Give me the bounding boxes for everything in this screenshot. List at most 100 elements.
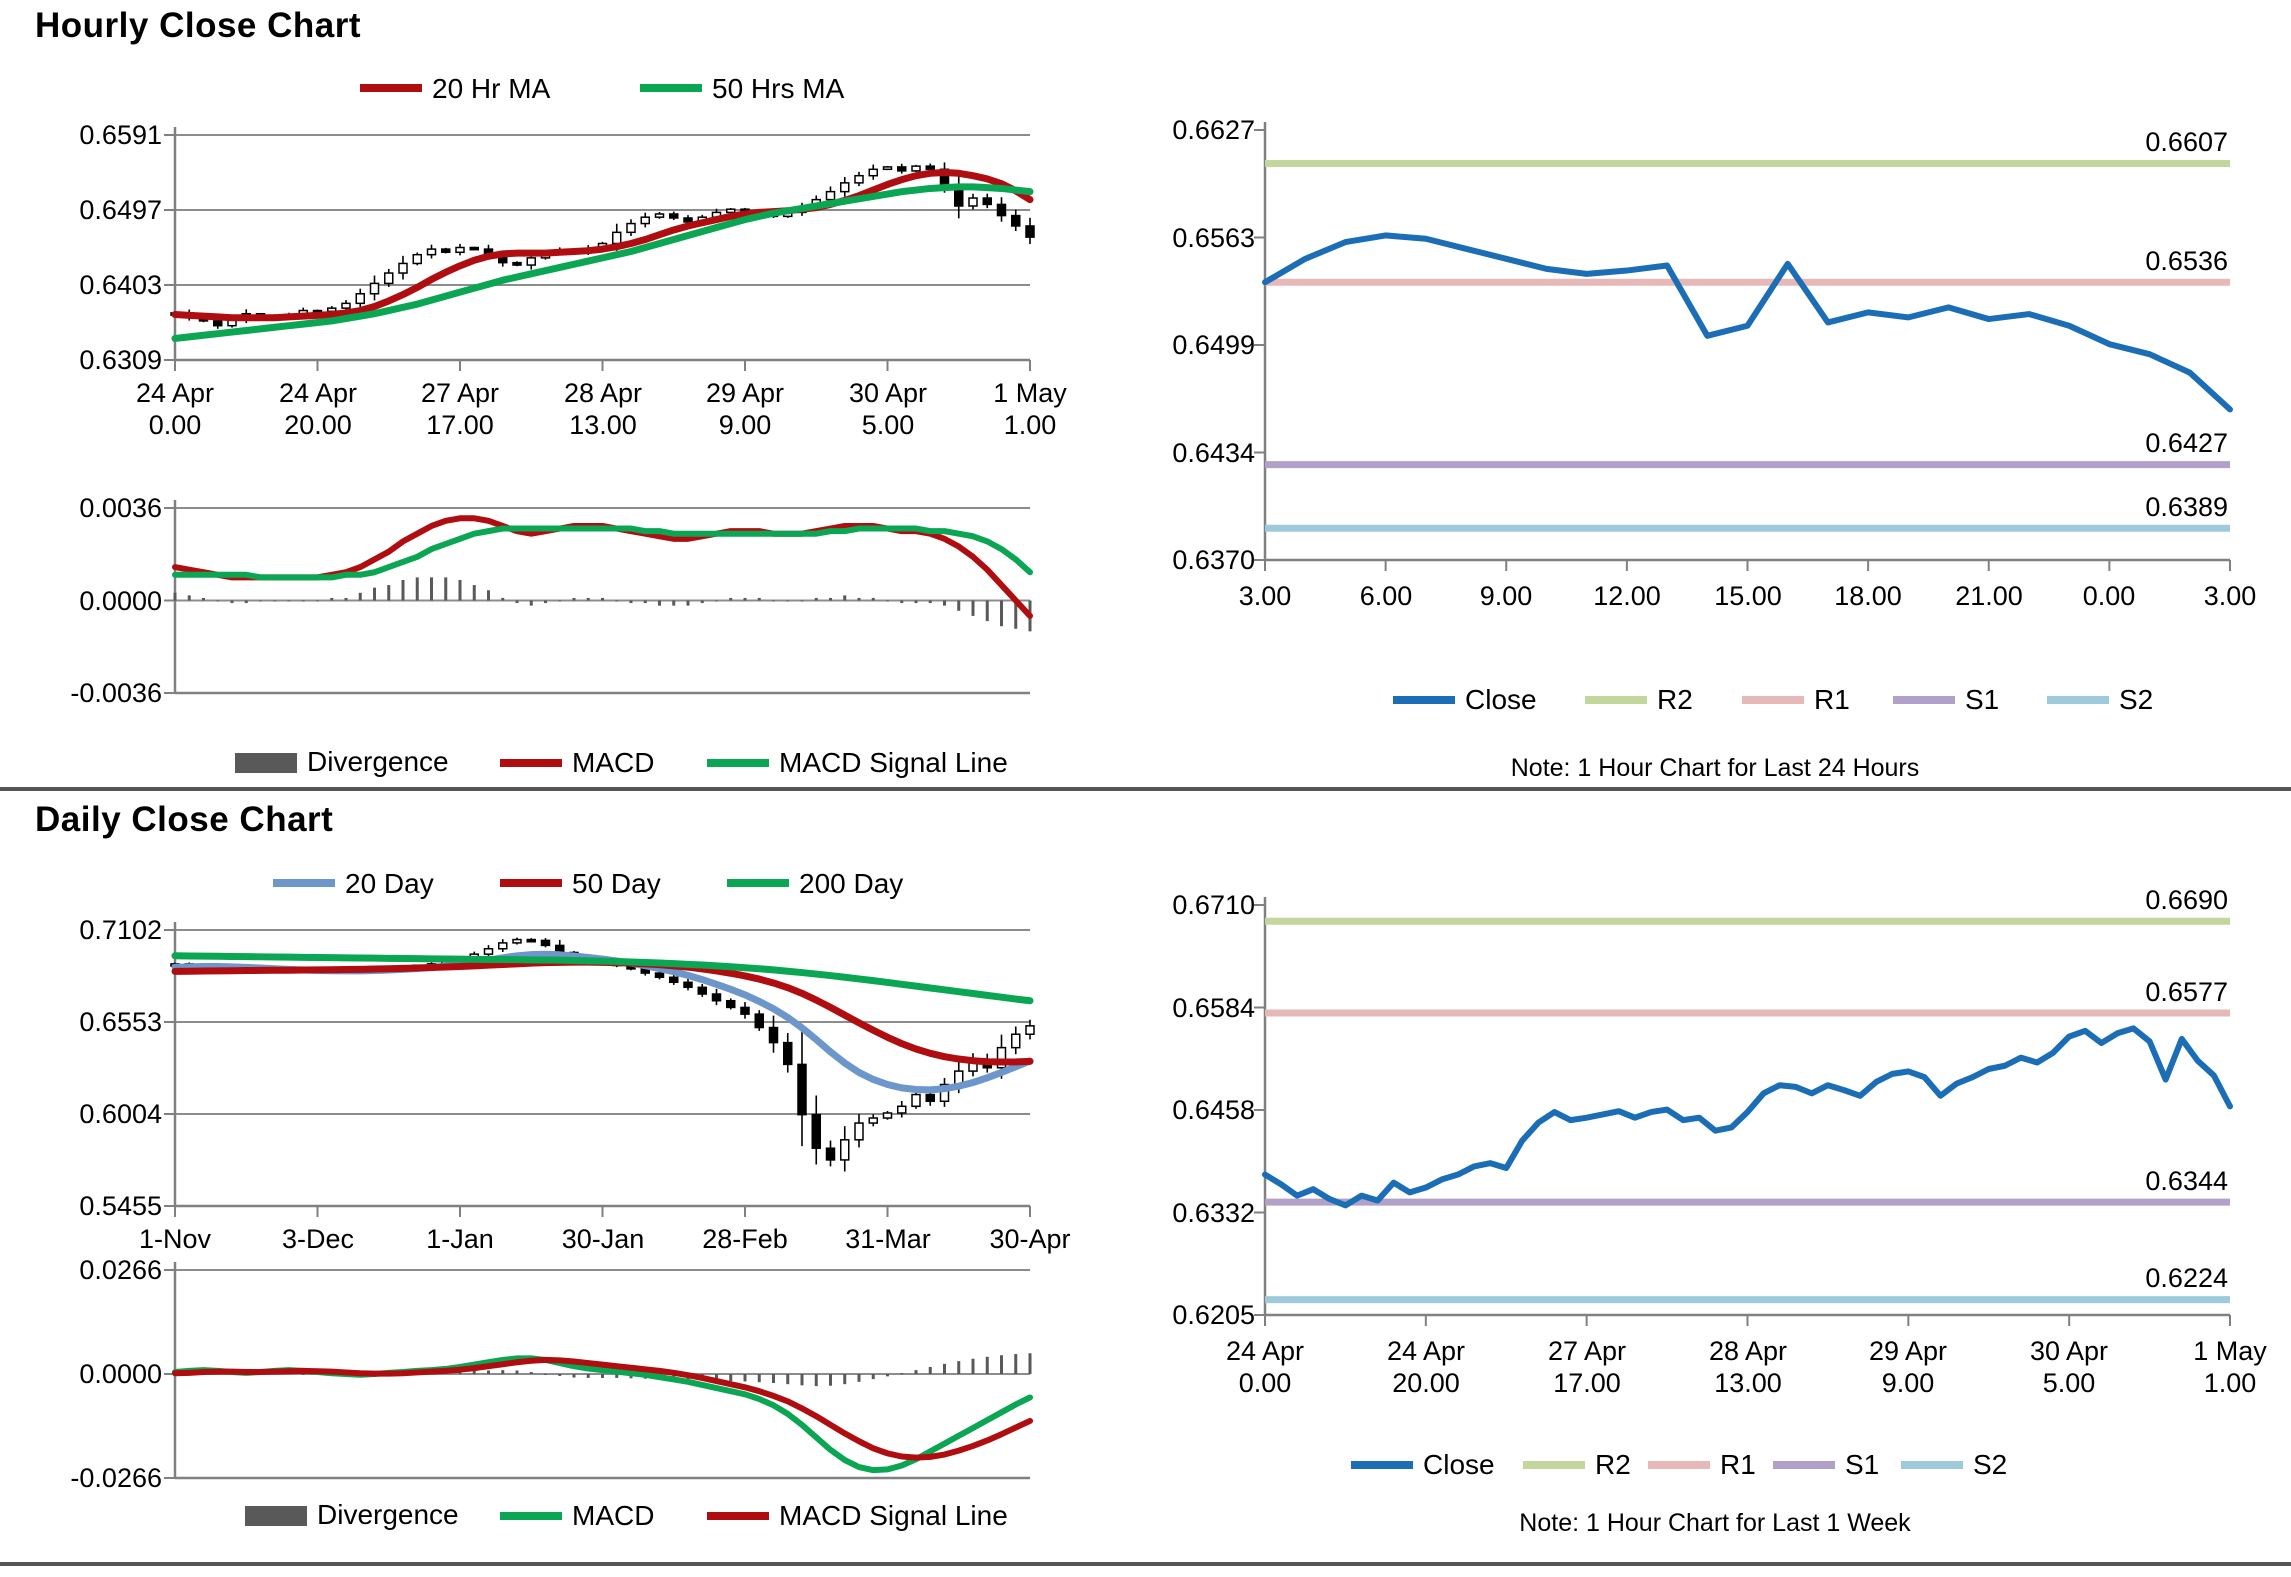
y-tick: 0.6584	[1172, 993, 1255, 1023]
r2-value-label: 0.6690	[2145, 885, 2228, 915]
x-tick: 9.00	[1480, 581, 1533, 611]
s2-value-label: 0.6224	[2145, 1263, 2228, 1293]
x-tick-date: 24 Apr	[1387, 1336, 1465, 1366]
y-tick: 0.0036	[79, 493, 162, 523]
daily-macd-chart: 0.0266 0.0000 -0.0266 Divergence MACD MA…	[70, 1255, 1033, 1531]
x-tick-time: 17.00	[426, 410, 494, 440]
x-tick: 21.00	[1955, 581, 2023, 611]
x-tick-time: 20.00	[284, 410, 352, 440]
y-tick: 0.6591	[79, 120, 162, 150]
x-tick-date: 29 Apr	[1869, 1336, 1947, 1366]
y-tick: 0.6403	[79, 270, 162, 300]
hourly-macd-chart: 0.0036 0.0000 -0.0036 Divergence MACD MA…	[70, 493, 1033, 778]
y-tick: 0.5455	[79, 1191, 162, 1221]
y-tick: 0.6627	[1172, 115, 1255, 145]
legend-label-divergence: Divergence	[307, 746, 449, 777]
x-tick-date: 30 Apr	[849, 378, 927, 408]
s1-value-label: 0.6344	[2145, 1166, 2228, 1196]
x-tick-time: 1.00	[1004, 410, 1057, 440]
y-tick: 0.6205	[1172, 1300, 1255, 1330]
x-tick-date: 27 Apr	[1548, 1336, 1626, 1366]
y-tick: 0.7102	[79, 915, 162, 945]
chart-note: Note: 1 Hour Chart for Last 24 Hours	[1511, 754, 1920, 782]
y-tick: 0.6370	[1172, 545, 1255, 575]
x-tick-date: 24 Apr	[279, 378, 357, 408]
legend-label-50day-ma: 50 Day	[572, 868, 661, 899]
section-divider	[0, 787, 2291, 791]
hourly-close-candlestick-chart: 0.6591 0.6497 0.6403 0.6309 24 Apr 0.00 …	[79, 73, 1067, 440]
legend-label-divergence: Divergence	[317, 1499, 459, 1530]
legend-label-s2: S2	[2119, 684, 2153, 715]
y-tick: 0.0266	[79, 1255, 162, 1285]
legend-label-r2: R2	[1657, 684, 1693, 715]
legend-label-macd: MACD	[572, 747, 654, 778]
legend-label-macd: MACD	[572, 1500, 654, 1531]
legend-label-r1: R1	[1814, 684, 1850, 715]
x-tick: 12.00	[1593, 581, 1661, 611]
x-tick: 0.00	[2083, 581, 2136, 611]
x-tick-time: 17.00	[1553, 1368, 1621, 1398]
y-tick: 0.6434	[1172, 438, 1255, 468]
daily-section-title: Daily Close Chart	[35, 800, 334, 839]
x-tick: 30-Apr	[989, 1224, 1070, 1254]
x-tick-time: 0.00	[149, 410, 202, 440]
legend-label-r2: R2	[1595, 1449, 1631, 1480]
x-tick: 3.00	[2204, 581, 2257, 611]
x-tick-time: 5.00	[862, 410, 915, 440]
legend-label-200day-ma: 200 Day	[799, 868, 903, 899]
x-tick-time: 9.00	[1882, 1368, 1935, 1398]
x-tick-time: 0.00	[1239, 1368, 1292, 1398]
x-tick-date: 30 Apr	[2030, 1336, 2108, 1366]
hourly-section-title: Hourly Close Chart	[35, 6, 361, 45]
legend-label-20hr-ma: 20 Hr MA	[432, 73, 551, 104]
r2-value-label: 0.6607	[2145, 127, 2228, 157]
legend-label-s1: S1	[1845, 1449, 1879, 1480]
x-tick: 6.00	[1360, 581, 1413, 611]
legend-label-s1: S1	[1965, 684, 1999, 715]
y-tick: 0.6458	[1172, 1095, 1255, 1125]
legend-label-50hr-ma: 50 Hrs MA	[712, 73, 845, 104]
r1-value-label: 0.6536	[2145, 246, 2228, 276]
y-tick: 0.6309	[79, 345, 162, 375]
hourly-pivot-line-chart: 0.6627 0.6563 0.6499 0.6434 0.6370 3.00 …	[1172, 115, 2257, 782]
y-tick: 0.0000	[79, 586, 162, 616]
x-tick: 3-Dec	[282, 1224, 354, 1254]
x-tick: 18.00	[1834, 581, 1902, 611]
legend-swatch-divergence	[235, 753, 297, 773]
x-tick: 1-Nov	[139, 1224, 212, 1254]
legend-swatch-divergence	[245, 1506, 307, 1526]
s2-value-label: 0.6389	[2145, 492, 2228, 522]
r1-value-label: 0.6577	[2145, 977, 2228, 1007]
x-tick-date: 24 Apr	[1226, 1336, 1304, 1366]
y-tick: 0.6563	[1172, 223, 1255, 253]
s1-value-label: 0.6427	[2145, 428, 2228, 458]
x-tick: 31-Mar	[845, 1224, 931, 1254]
legend-label-20day-ma: 20 Day	[345, 868, 434, 899]
legend-label-macd-signal: MACD Signal Line	[779, 747, 1008, 778]
x-tick-time: 5.00	[2043, 1368, 2096, 1398]
y-tick: 0.6497	[79, 195, 162, 225]
legend-label-close: Close	[1423, 1449, 1495, 1480]
y-tick: -0.0266	[70, 1463, 162, 1493]
x-tick-time: 13.00	[569, 410, 637, 440]
legend-label-macd-signal: MACD Signal Line	[779, 1500, 1008, 1531]
y-tick: 0.6499	[1172, 330, 1255, 360]
x-tick: 1-Jan	[426, 1224, 494, 1254]
legend-label-r1: R1	[1720, 1449, 1756, 1480]
x-tick-time: 1.00	[2204, 1368, 2257, 1398]
legend-label-s2: S2	[1973, 1449, 2007, 1480]
x-tick: 15.00	[1714, 581, 1782, 611]
x-tick-date: 24 Apr	[136, 378, 214, 408]
y-tick: 0.6553	[79, 1007, 162, 1037]
legend-label-close: Close	[1465, 684, 1537, 715]
chart-note: Note: 1 Hour Chart for Last 1 Week	[1519, 1509, 1911, 1537]
x-tick-date: 28 Apr	[564, 378, 642, 408]
x-tick-date: 1 May	[2193, 1336, 2267, 1366]
x-tick: 28-Feb	[702, 1224, 788, 1254]
x-tick-time: 9.00	[719, 410, 772, 440]
bottom-divider	[0, 1562, 2291, 1566]
x-tick-date: 29 Apr	[706, 378, 784, 408]
x-tick-date: 28 Apr	[1709, 1336, 1787, 1366]
x-tick: 30-Jan	[562, 1224, 645, 1254]
